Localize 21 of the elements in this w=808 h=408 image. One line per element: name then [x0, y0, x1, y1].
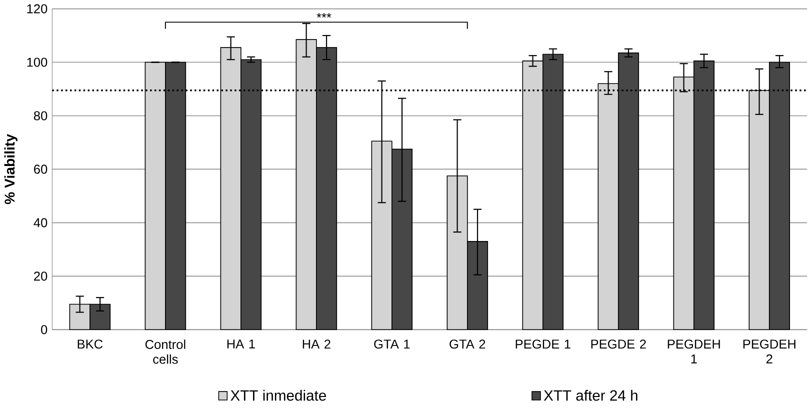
x-tick-label: PEGDEH 1 [668, 340, 720, 364]
legend-label: XTT inmediate [230, 390, 326, 401]
x-tick-label: Control cells [145, 340, 186, 364]
annotation: *** [316, 13, 332, 18]
y-tick-label: 80 [34, 111, 48, 120]
y-tick-label: 100 [27, 58, 48, 67]
x-tick-label: HA 2 [302, 340, 330, 349]
x-tick-label: BKC [78, 340, 103, 349]
x-tick-label: HA 1 [227, 340, 255, 348]
y-tick-label: 120 [27, 4, 48, 14]
y-tick-label: 20 [34, 272, 48, 281]
x-tick-label: GTA 1 [374, 340, 410, 349]
x-tick-label: PEGDEH 2 [743, 340, 796, 364]
y-tick-label: 0 [41, 325, 48, 334]
x-tick-label: GTA 2 [450, 340, 486, 349]
y-tick-label: 60 [34, 164, 48, 174]
x-tick-label: PEGDE 1 [516, 340, 570, 349]
legend-label: XTT after 24 h [544, 390, 638, 401]
y-tick-label: 40 [34, 218, 48, 228]
y-axis-title: % Viability [4, 134, 18, 204]
x-tick-label: PEGDE 2 [591, 340, 646, 349]
